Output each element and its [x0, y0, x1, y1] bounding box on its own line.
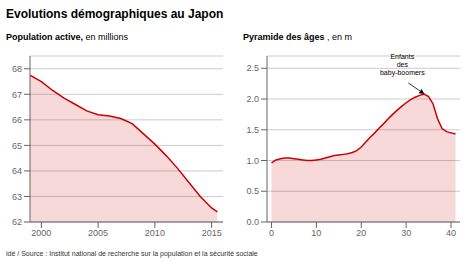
svg-text:0: 0	[269, 228, 274, 238]
svg-text:67: 67	[12, 90, 22, 100]
svg-text:1.5: 1.5	[246, 125, 259, 135]
svg-text:2.0: 2.0	[246, 94, 259, 104]
svg-text:65: 65	[12, 141, 22, 151]
svg-text:2010: 2010	[145, 228, 165, 238]
svg-text:66: 66	[12, 115, 22, 125]
svg-text:0.0: 0.0	[246, 217, 259, 227]
svg-text:2000: 2000	[31, 228, 51, 238]
svg-text:30: 30	[401, 228, 411, 238]
svg-text:10: 10	[311, 228, 321, 238]
html-text:Evolutions démographiques au J: Evolutions démographiques au Japon	[6, 7, 224, 21]
svg-text:68: 68	[12, 64, 22, 74]
svg-text:62: 62	[12, 217, 22, 227]
svg-text:2005: 2005	[88, 228, 108, 238]
svg-text:Enfantsdesbaby-boomers: Enfantsdesbaby-boomers	[380, 53, 425, 77]
svg-text:63: 63	[12, 192, 22, 202]
svg-text:0.5: 0.5	[246, 186, 259, 196]
svg-text:64: 64	[12, 166, 22, 176]
html-text:Pyramide des âges , en m: Pyramide des âges , en m	[243, 32, 353, 42]
html-text:idé / Source : Institut nation: idé / Source : Institut national de rech…	[6, 250, 258, 257]
svg-text:20: 20	[356, 228, 366, 238]
svg-text:2015: 2015	[202, 228, 222, 238]
html-text:Population active, en millions: Population active, en millions	[6, 32, 129, 42]
svg-text:40: 40	[446, 228, 456, 238]
svg-text:2.5: 2.5	[246, 63, 259, 73]
svg-text:1.0: 1.0	[246, 156, 259, 166]
